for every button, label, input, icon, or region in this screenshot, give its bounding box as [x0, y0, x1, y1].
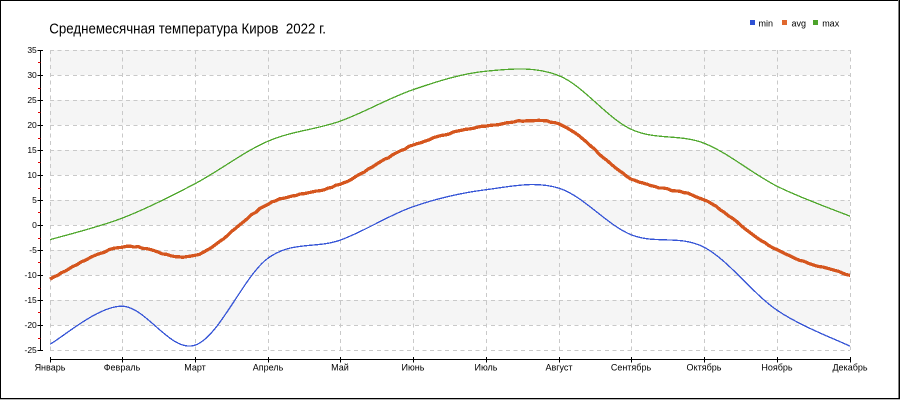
svg-text:Май: Май	[331, 362, 349, 372]
svg-text:30: 30	[27, 70, 37, 80]
svg-text:Ноябрь: Ноябрь	[761, 362, 793, 372]
svg-text:Январь: Январь	[35, 362, 66, 372]
svg-text:Апрель: Апрель	[253, 362, 284, 372]
svg-text:Среднемесячная температура Кир: Среднемесячная температура Киров 2022 г.	[49, 21, 326, 37]
svg-text:-15: -15	[25, 295, 38, 305]
svg-text:5: 5	[32, 195, 37, 205]
svg-text:Июнь: Июнь	[402, 362, 425, 372]
svg-text:min: min	[759, 18, 774, 28]
svg-text:Февраль: Февраль	[104, 362, 141, 372]
svg-text:avg: avg	[792, 18, 807, 28]
svg-text:-20: -20	[25, 320, 38, 330]
svg-text:-5: -5	[29, 245, 37, 255]
svg-text:-10: -10	[25, 270, 38, 280]
svg-text:max: max	[822, 18, 840, 28]
svg-text:15: 15	[27, 145, 37, 155]
svg-text:Октябрь: Октябрь	[687, 362, 722, 372]
svg-text:25: 25	[27, 95, 37, 105]
svg-text:Сентябрь: Сентябрь	[611, 362, 652, 372]
svg-text:Июль: Июль	[475, 362, 498, 372]
svg-text:-25: -25	[25, 345, 38, 355]
svg-text:10: 10	[27, 170, 37, 180]
svg-text:20: 20	[27, 120, 37, 130]
svg-text:Декабрь: Декабрь	[832, 362, 867, 372]
svg-text:Август: Август	[545, 362, 572, 372]
svg-text:35: 35	[27, 45, 37, 55]
svg-text:0: 0	[32, 220, 37, 230]
svg-text:Март: Март	[184, 362, 206, 372]
